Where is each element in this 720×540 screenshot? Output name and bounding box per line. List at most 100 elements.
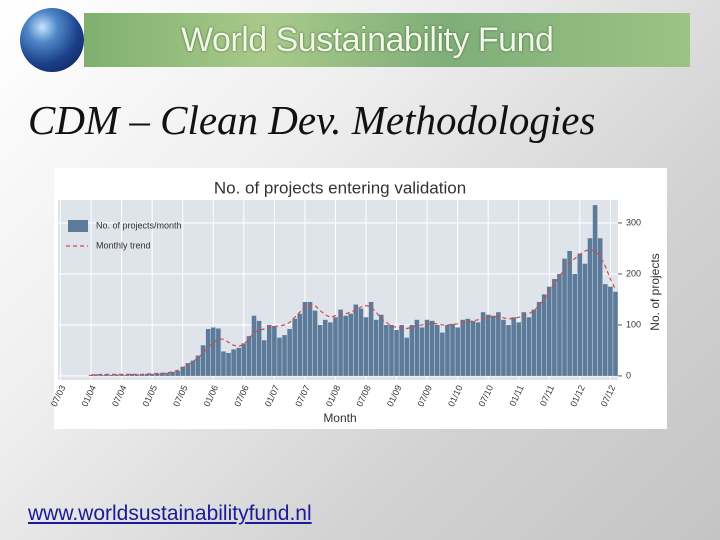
bar: [582, 263, 588, 376]
bar: [322, 319, 328, 376]
bar: [450, 323, 455, 376]
bar: [338, 309, 343, 376]
bar: [343, 315, 348, 376]
bar: [404, 337, 410, 376]
bar: [200, 345, 206, 376]
bar: [292, 318, 298, 376]
bar: [506, 324, 511, 376]
bar: [328, 322, 333, 376]
bar: [562, 258, 567, 376]
bar: [363, 317, 369, 376]
bar: [434, 324, 440, 376]
bar: [312, 310, 318, 376]
footer-link[interactable]: www.worldsustainabilityfund.nl: [28, 502, 312, 525]
bar: [384, 324, 389, 376]
chart-title: No. of projects entering validation: [214, 178, 466, 197]
bar: [496, 312, 501, 376]
bar: [470, 320, 476, 376]
bar: [205, 329, 211, 376]
bar: [511, 317, 516, 376]
y-tick-label: 200: [626, 268, 641, 278]
bar: [353, 304, 359, 376]
bar: [256, 320, 262, 376]
bar: [608, 286, 613, 376]
bar: [557, 273, 562, 376]
bar: [368, 301, 374, 376]
legend-label: No. of projects/month: [96, 220, 182, 230]
bar: [602, 284, 608, 376]
bar: [414, 319, 420, 376]
bar: [282, 335, 287, 376]
bar: [190, 360, 196, 376]
bar: [185, 363, 191, 376]
x-axis-label: Month: [323, 411, 356, 425]
bar: [485, 314, 491, 376]
bar: [358, 308, 364, 376]
bar: [429, 320, 435, 376]
bar: [165, 372, 170, 376]
bar: [287, 329, 292, 376]
bar: [98, 374, 104, 376]
bar: [317, 324, 323, 376]
bar: [546, 286, 552, 376]
bar: [226, 352, 231, 376]
legend-swatch: [68, 220, 88, 232]
y-tick-label: 0: [626, 370, 631, 380]
bar: [526, 317, 532, 376]
header-title: World Sustainability Fund: [181, 21, 554, 59]
bar: [409, 324, 415, 376]
bar: [221, 351, 226, 376]
bar: [195, 355, 201, 376]
bar: [109, 374, 114, 376]
bar: [399, 324, 404, 376]
bar: [460, 319, 466, 376]
bar: [297, 313, 303, 376]
bar: [210, 327, 216, 376]
bar: [246, 336, 252, 376]
bar: [536, 301, 542, 376]
bar: [592, 205, 598, 376]
y-tick-label: 100: [626, 319, 641, 329]
legend-label: Monthly trend: [96, 240, 151, 250]
bar: [475, 322, 481, 376]
bar: [501, 319, 506, 376]
bar: [567, 250, 572, 376]
bar: [119, 374, 124, 376]
bar: [231, 349, 236, 376]
bar: [134, 374, 140, 376]
bar: [124, 374, 130, 376]
bar: [516, 322, 522, 376]
bar: [302, 301, 308, 376]
y-axis-label: No. of projects: [648, 253, 662, 330]
bar: [129, 373, 135, 376]
bar: [394, 330, 399, 376]
bar: [613, 291, 618, 376]
bar: [333, 317, 338, 376]
bar: [572, 273, 578, 376]
bar: [216, 328, 221, 376]
bar: [139, 374, 145, 376]
bar: [587, 238, 593, 376]
bar: [455, 327, 460, 376]
bar: [490, 315, 496, 376]
bar: [144, 373, 150, 376]
slide-title: CDM – Clean Dev. Methodologies: [28, 97, 596, 143]
bar: [419, 327, 425, 376]
bar: [241, 343, 247, 376]
globe-logo: [20, 8, 84, 72]
bar: [552, 279, 557, 376]
bar: [104, 374, 109, 376]
bar: [348, 313, 354, 376]
bar: [480, 312, 486, 376]
bar: [440, 332, 445, 376]
bar: [465, 318, 471, 376]
bar: [378, 314, 384, 376]
bar: [93, 374, 99, 376]
bar: [445, 324, 450, 376]
bar: [577, 253, 583, 376]
bar: [175, 370, 180, 376]
bar: [424, 319, 430, 376]
bar: [531, 309, 537, 376]
bar: [373, 319, 379, 376]
